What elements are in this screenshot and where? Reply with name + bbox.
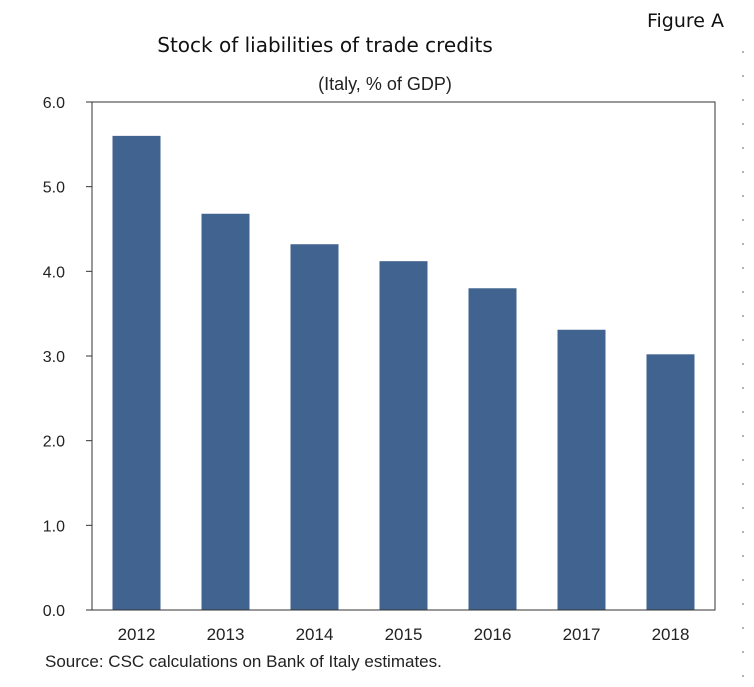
figure-label: Figure A: [646, 10, 724, 32]
y-tick-label: 0.0: [43, 603, 65, 620]
y-tick-label: 1.0: [43, 518, 65, 535]
chart-title: Stock of liabilities of trade credits: [157, 33, 493, 57]
source-note: Source: CSC calculations on Bank of Ital…: [45, 652, 442, 671]
plot-frame: [91, 101, 716, 611]
x-axis: 2012 2013 2014 2015 2016 2017 2018: [118, 625, 690, 644]
x-tick-label: 2012: [118, 625, 156, 644]
y-tick-label: 2.0: [43, 434, 65, 451]
x-tick-label: 2014: [296, 625, 334, 644]
bar-2016: [468, 288, 517, 610]
x-tick-label: 2016: [474, 625, 512, 644]
y-axis: 0.0 1.0 2.0 3.0 4.0 5.0 6.0: [43, 95, 92, 620]
x-tick-label: 2015: [385, 625, 423, 644]
y-tick-label: 3.0: [43, 349, 65, 366]
bar-2013: [201, 213, 250, 610]
chart-subtitle: (Italy, % of GDP): [318, 74, 452, 94]
bar-2012: [112, 135, 161, 610]
dotted-border-decoration: [740, 40, 746, 680]
x-tick-label: 2017: [563, 625, 601, 644]
y-tick-label: 4.0: [43, 264, 65, 281]
x-tick-label: 2013: [207, 625, 245, 644]
bar-2018: [646, 354, 695, 610]
bar-2015: [379, 261, 428, 610]
bars-group: [112, 135, 695, 611]
y-tick-label: 6.0: [43, 95, 65, 112]
y-tick-label: 5.0: [43, 180, 65, 197]
bar-2017: [557, 329, 606, 610]
bar-2014: [290, 244, 339, 611]
x-tick-label: 2018: [652, 625, 690, 644]
